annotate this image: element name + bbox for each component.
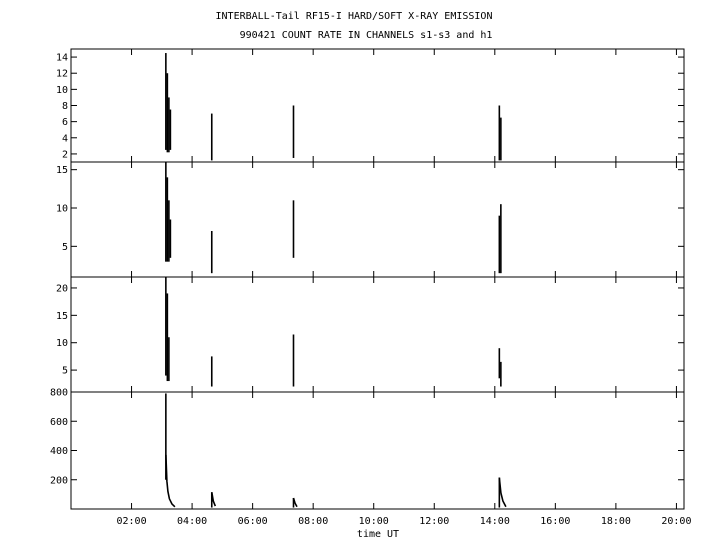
panel-s3: 5 10 15 20 bbox=[56, 276, 685, 393]
x-tick-label: 12:00 bbox=[419, 516, 449, 527]
panel-frame bbox=[70, 276, 685, 393]
panel-frame bbox=[70, 48, 685, 163]
y-tick-label: 10 bbox=[56, 338, 68, 349]
y-tick-label: 8 bbox=[62, 101, 68, 112]
x-tick-label: 04:00 bbox=[177, 516, 207, 527]
panel-h1: 200 400 600 800 bbox=[50, 388, 685, 510]
y-tick-label: 10 bbox=[56, 85, 68, 96]
y-tick-label: 14 bbox=[56, 53, 68, 64]
x-tick-label: 16:00 bbox=[540, 516, 570, 527]
y-tick-label: 800 bbox=[50, 388, 68, 399]
decay-h1 bbox=[211, 492, 217, 507]
chart-subtitle: 990421 COUNT RATE IN CHANNELS s1-s3 and … bbox=[240, 30, 493, 41]
y-tick-label: 400 bbox=[50, 446, 68, 457]
x-axis: 02:00 04:00 06:00 08:00 10:00 12:00 14:00 16:00… bbox=[116, 516, 691, 527]
x-tick-label: 02:00 bbox=[116, 516, 146, 527]
x-tick-label: 18:00 bbox=[601, 516, 631, 527]
x-axis-label: time UT bbox=[357, 529, 399, 540]
x-tick-label: 20:00 bbox=[661, 516, 691, 527]
y-tick-label: 15 bbox=[56, 165, 68, 176]
panel-frame bbox=[70, 161, 685, 278]
y-tick-label: 15 bbox=[56, 311, 68, 322]
panel-s2: 5 10 15 bbox=[56, 161, 685, 278]
panel-s1: 2 4 6 8 10 12 14 bbox=[56, 48, 685, 163]
y-tick-label: 6 bbox=[62, 117, 68, 128]
x-tick-label: 14:00 bbox=[480, 516, 510, 527]
decay-h1 bbox=[292, 497, 298, 508]
decay-h1 bbox=[165, 454, 176, 508]
chart-title: INTERBALL-Tail RF15-I HARD/SOFT X-RAY EM… bbox=[216, 11, 493, 22]
y-tick-label: 5 bbox=[62, 242, 68, 253]
y-tick-label: 12 bbox=[56, 69, 68, 80]
x-tick-label: 08:00 bbox=[298, 516, 328, 527]
panels-group: 2 4 6 8 10 12 14 5 10 15 5 10 15 20 200 400 600 800 bbox=[50, 48, 685, 510]
y-tick-label: 5 bbox=[62, 366, 68, 377]
y-tick-label: 200 bbox=[50, 475, 68, 486]
y-tick-label: 2 bbox=[62, 149, 68, 160]
decay-h1 bbox=[498, 477, 507, 508]
y-tick-label: 10 bbox=[56, 204, 68, 215]
y-tick-label: 4 bbox=[62, 133, 68, 144]
x-tick-label: 10:00 bbox=[359, 516, 389, 527]
y-tick-label: 20 bbox=[56, 283, 68, 294]
x-tick-label: 06:00 bbox=[238, 516, 268, 527]
y-tick-label: 600 bbox=[50, 417, 68, 428]
panel-frame bbox=[70, 391, 685, 510]
